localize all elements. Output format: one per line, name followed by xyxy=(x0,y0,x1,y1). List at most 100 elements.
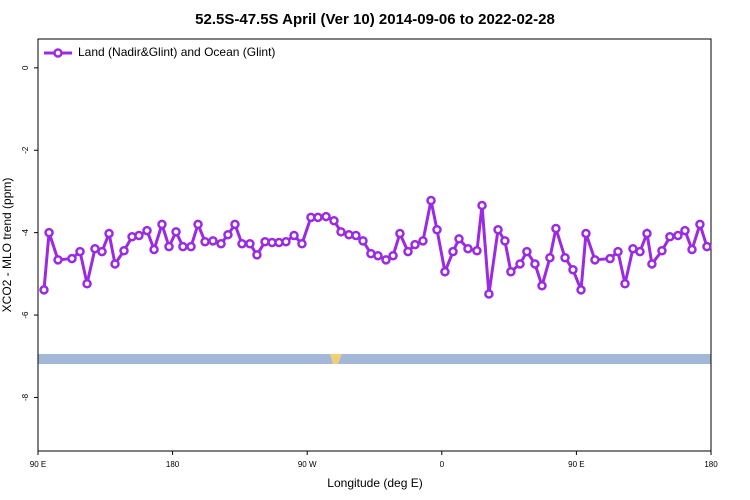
point xyxy=(530,259,540,269)
point xyxy=(104,228,114,239)
point xyxy=(252,250,262,260)
x-tick-label: 180 xyxy=(166,460,180,469)
point xyxy=(178,241,188,252)
point xyxy=(493,225,503,235)
point xyxy=(454,234,464,244)
point xyxy=(200,236,210,247)
point xyxy=(448,246,458,257)
point xyxy=(281,236,291,247)
point xyxy=(515,259,525,269)
point xyxy=(605,253,615,264)
point xyxy=(193,219,203,230)
point xyxy=(432,225,442,235)
point xyxy=(358,236,368,246)
y-tick-label: -8 xyxy=(21,393,30,401)
point xyxy=(635,246,645,257)
x-tick-label: 90 E xyxy=(30,460,46,469)
x-tick-label: 90 W xyxy=(298,460,317,469)
point xyxy=(568,264,578,275)
x-tick-label: 180 xyxy=(704,460,718,469)
land-patch xyxy=(330,354,342,364)
point xyxy=(537,281,547,291)
point xyxy=(313,212,323,223)
point xyxy=(82,278,92,289)
land-ocean-strip xyxy=(38,354,711,364)
point xyxy=(403,246,413,257)
point xyxy=(702,241,712,252)
point xyxy=(157,219,167,230)
y-tick-label: -4 xyxy=(21,229,30,237)
point xyxy=(373,250,383,261)
point xyxy=(164,241,174,252)
point xyxy=(134,230,144,241)
point xyxy=(237,239,247,249)
point xyxy=(67,253,77,264)
point xyxy=(522,246,532,257)
point xyxy=(647,259,657,269)
point xyxy=(426,195,436,206)
point xyxy=(171,227,181,237)
point xyxy=(39,285,49,295)
point xyxy=(673,230,683,241)
point xyxy=(551,223,561,234)
point xyxy=(381,255,391,265)
y-tick-label: -6 xyxy=(21,311,30,319)
plot-frame xyxy=(37,38,712,452)
point xyxy=(440,267,450,277)
y-tick-label: 0 xyxy=(21,65,30,70)
point xyxy=(395,228,405,239)
point xyxy=(613,246,623,257)
point xyxy=(297,239,307,249)
point xyxy=(472,246,482,256)
point xyxy=(110,259,120,269)
x-axis-label: Longitude (deg E) xyxy=(327,476,422,490)
point xyxy=(576,285,586,295)
point xyxy=(44,227,54,238)
point xyxy=(560,253,570,263)
point xyxy=(149,244,159,255)
point xyxy=(245,239,255,249)
point xyxy=(186,241,196,252)
y-tick-label: -2 xyxy=(21,146,30,154)
point xyxy=(321,211,331,222)
point xyxy=(388,250,398,261)
point xyxy=(687,244,697,255)
point xyxy=(642,228,652,239)
point xyxy=(142,225,152,236)
point xyxy=(590,255,600,265)
point xyxy=(680,225,690,236)
point xyxy=(418,236,428,246)
point xyxy=(336,227,346,237)
x-tick-label: 0 xyxy=(440,460,445,469)
point xyxy=(75,246,85,257)
point xyxy=(620,278,630,289)
legend-marker xyxy=(53,48,63,58)
point xyxy=(545,253,555,263)
point xyxy=(119,246,129,256)
chart-title: 52.5S-47.5S April (Ver 10) 2014-09-06 to… xyxy=(195,11,555,28)
legend-label: Land (Nadir&Glint) and Ocean (Glint) xyxy=(78,45,275,59)
point xyxy=(223,229,233,240)
point xyxy=(484,289,494,299)
point xyxy=(351,230,361,241)
x-tick-label: 90 E xyxy=(568,460,584,469)
point xyxy=(53,255,63,265)
point xyxy=(665,232,675,242)
point xyxy=(329,215,339,226)
point xyxy=(208,236,218,246)
point xyxy=(500,236,510,246)
point xyxy=(289,230,299,241)
y-axis-label: XCO2 - MLO trend (ppm) xyxy=(0,178,14,313)
point xyxy=(410,239,420,250)
point xyxy=(695,219,705,230)
point xyxy=(216,239,226,249)
point xyxy=(657,246,667,256)
point xyxy=(477,200,487,211)
point xyxy=(506,267,516,277)
point xyxy=(230,219,240,230)
point xyxy=(581,228,591,239)
point xyxy=(463,243,473,254)
point xyxy=(97,246,107,257)
series-line xyxy=(42,200,709,295)
